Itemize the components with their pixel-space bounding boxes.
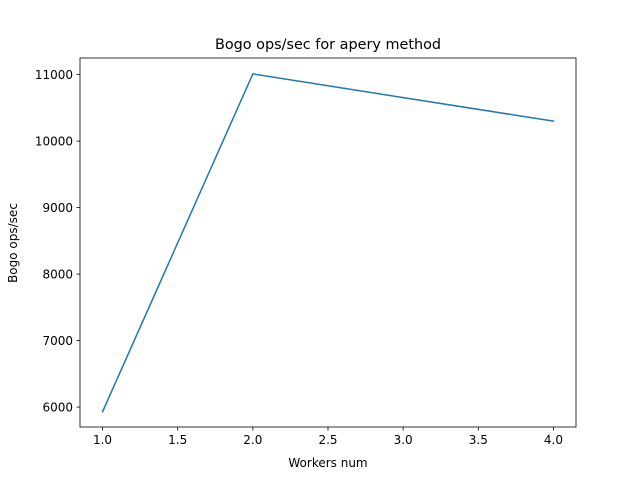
y-axis-label: Bogo ops/sec (6, 203, 20, 283)
plot-area: 1.0 1.5 2.0 2.5 3.0 3.5 4.0 6000 7000 8000 9000 100… (35, 57, 577, 447)
x-tick-label: 4.0 (544, 433, 563, 447)
y-tick-label: 11000 (35, 68, 73, 82)
x-tick-label: 2.0 (243, 433, 262, 447)
y-tick-label: 6000 (42, 400, 73, 414)
y-tick-label: 10000 (35, 134, 73, 148)
x-tick-label: 1.5 (168, 433, 187, 447)
x-tick-label: 3.0 (394, 433, 413, 447)
series-line-0 (101, 73, 555, 413)
x-tick-label: 2.5 (318, 433, 337, 447)
x-tick-label: 1.0 (93, 433, 112, 447)
y-tick-label: 8000 (42, 267, 73, 281)
y-tick-label: 7000 (42, 334, 73, 348)
x-axis-label: Workers num (288, 456, 367, 470)
chart-title: Bogo ops/sec for apery method (215, 37, 441, 53)
y-tick-label: 9000 (42, 201, 73, 215)
x-tick-label: 3.5 (469, 433, 488, 447)
